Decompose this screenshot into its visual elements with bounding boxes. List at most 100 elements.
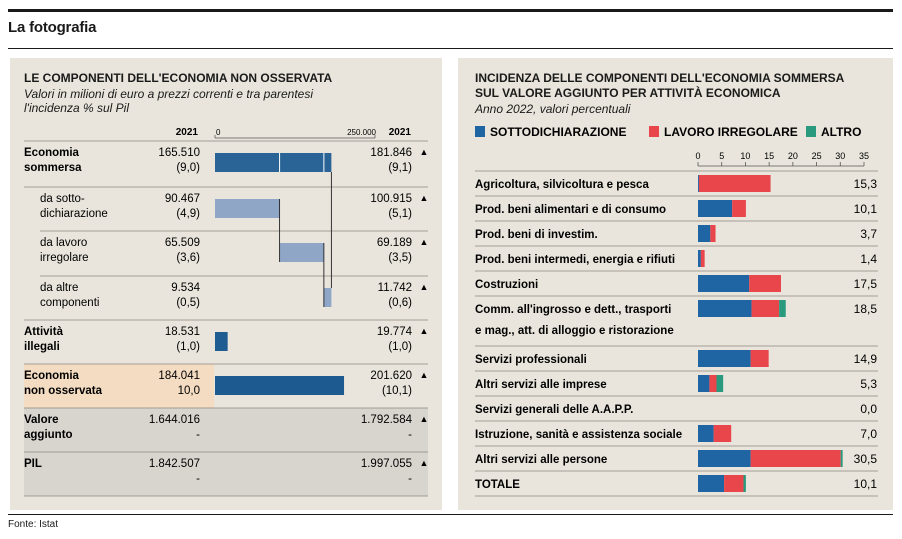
bar-altro-totale	[743, 475, 746, 492]
row-label-da-altre-componenti: componenti	[40, 297, 99, 309]
panel-incidenza-sommersa: INCIDENZA DELLE COMPONENTI DELL'ECONOMIA…	[458, 58, 893, 510]
top-rule	[8, 9, 893, 12]
left-panel-subtitle-2: l'incidenza % sul Pil	[24, 101, 130, 115]
category-label-totale: TOTALE	[475, 479, 520, 491]
pct-2021-right-da-altre-componenti: (0,6)	[388, 297, 412, 309]
category-label-prod-beni-alimentari-e-di-consumo: Prod. beni alimentari e di consumo	[475, 204, 666, 216]
bar-da-sotto-dichiarazione	[215, 199, 280, 218]
row-label-valore-aggiunto: Valore	[24, 414, 59, 426]
x-tick-label-0: 0	[695, 151, 700, 161]
bar-lavoro-irregolare-servizi-professionali	[750, 350, 769, 367]
bar-lavoro-irregolare-altri-servizi-alle-imprese	[709, 375, 717, 392]
bar-sottodichiarazione-comm-all-ingrosso-e-dett-trasporti-e-mag	[698, 300, 752, 317]
value-2021-right-economia-non-osservata: 201.620	[370, 370, 412, 382]
value-2021-left-da-altre-componenti: 9.534	[171, 282, 200, 294]
bar-altro-altri-servizi-alle-persone	[840, 450, 843, 467]
value-2021-right-pil: 1.997.055	[361, 458, 412, 470]
value-2021-left-attivita-illegali: 18.531	[165, 326, 200, 338]
pct-2021-left-economia-sommersa: (9,0)	[176, 162, 200, 174]
total-label-servizi-professionali: 14,9	[854, 352, 878, 366]
x-tick-label-35: 35	[859, 151, 869, 161]
bar-lavoro-irregolare-istruzione-sanita-e-assistenza-sociale	[713, 425, 732, 442]
bar-lavoro-irregolare-comm-all-ingrosso-e-dett-trasporti-e-mag	[751, 300, 780, 317]
x-tick-label-30: 30	[835, 151, 845, 161]
pct-2021-right-da-lavoro-irregolare: (3,5)	[388, 252, 412, 264]
category-label-comm-all-ingrosso-e-dett-trasporti-e-mag-2: e mag., att. di alloggio e ristorazione	[475, 325, 674, 337]
axis-label-0: 0	[216, 128, 221, 137]
row-highlight-non-osservata	[24, 364, 214, 408]
bar-lavoro-irregolare-prod-beni-di-investim	[710, 225, 716, 242]
x-tick-label-15: 15	[764, 151, 774, 161]
category-label-prod-beni-intermedi-energia-e-rifiuti: Prod. beni intermedi, energia e rifiuti	[475, 254, 675, 266]
bar-da-lavoro-irregolare	[279, 243, 324, 262]
category-label-istruzione-sanita-e-assistenza-sociale: Istruzione, sanità e assistenza sociale	[475, 429, 682, 441]
pct-2021-left-da-sotto-dichiarazione: (4,9)	[176, 208, 200, 220]
value-2021-right-valore-aggiunto: 1.792.584	[361, 414, 413, 426]
bar-attivita-illegali	[215, 332, 228, 351]
bar-lavoro-irregolare-costruzioni	[749, 275, 781, 292]
bar-lavoro-irregolare-prod-beni-alimentari-e-di-consumo	[732, 200, 746, 217]
pct-2021-right-valore-aggiunto: -	[408, 429, 412, 441]
incidenza-stacked-bar-chart: SOTTODICHIARAZIONE LAVORO IRREGOLARE ALTRO…	[475, 125, 878, 497]
total-label-altri-servizi-alle-imprese: 5,3	[860, 377, 877, 391]
row-label-da-sotto-dichiarazione: dichiarazione	[40, 208, 108, 220]
bar-sottodichiarazione-prod-beni-intermedi-energia-e-rifiuti	[698, 250, 701, 267]
value-2021-left-economia-non-osservata: 184.041	[158, 370, 200, 382]
total-label-prod-beni-di-investim: 3,7	[860, 227, 877, 241]
total-label-agricoltura-silvicoltura-e-pesca: 15,3	[854, 177, 878, 191]
bar-economia-non-osservata	[215, 376, 345, 395]
total-label-comm-all-ingrosso-e-dett-trasporti-e-mag: 18,5	[854, 302, 878, 316]
arrow-up-icon: ▲	[420, 193, 429, 203]
row-label-economia-sommersa: Economia	[24, 147, 80, 159]
bar-da-altre-componenti	[323, 288, 332, 307]
bar-sottodichiarazione-agricoltura-silvicoltura-e-pesca	[698, 175, 699, 192]
bar-lavoro-irregolare-agricoltura-silvicoltura-e-pesca	[698, 175, 771, 192]
right-panel-title-2: SUL VALORE AGGIUNTO PER ATTIVITÀ ECONOMI…	[475, 86, 781, 100]
bottom-rule	[8, 514, 893, 515]
left-panel-subtitle-1: Valori in milioni di euro a prezzi corre…	[24, 87, 314, 101]
bar-sottodichiarazione-totale	[698, 475, 725, 492]
category-label-altri-servizi-alle-imprese: Altri servizi alle imprese	[475, 379, 607, 391]
value-2021-right-attivita-illegali: 19.774	[377, 326, 413, 338]
legend-swatch-altro	[806, 126, 816, 137]
panel-economia-non-osservata: LE COMPONENTI DELL'ECONOMIA NON OSSERVAT…	[10, 58, 442, 510]
pct-2021-left-attivita-illegali: (1,0)	[176, 341, 200, 353]
bar-sottodichiarazione-costruzioni	[698, 275, 750, 292]
bar-sottodichiarazione-istruzione-sanita-e-assistenza-sociale	[698, 425, 714, 442]
row-label-economia-non-osservata: Economia	[24, 370, 80, 382]
left-panel-title: LE COMPONENTI DELL'ECONOMIA NON OSSERVAT…	[24, 71, 333, 85]
axis-label-250000: 250.000	[347, 128, 376, 137]
bar-sottodichiarazione-altri-servizi-alle-persone	[698, 450, 751, 467]
arrow-up-icon: ▲	[420, 326, 429, 336]
title-rule	[8, 48, 893, 49]
bar-lavoro-irregolare-totale	[724, 475, 744, 492]
bar-sottodichiarazione-servizi-professionali	[698, 350, 751, 367]
value-2021-left-economia-sommersa: 165.510	[158, 147, 200, 159]
value-2021-left-pil: 1.842.507	[149, 458, 200, 470]
category-label-servizi-generali-delle-a-a-p-p: Servizi generali delle A.A.P.P.	[475, 404, 633, 416]
value-2021-right-da-altre-componenti: 11.742	[378, 282, 412, 294]
legend-label-lavoro-irregolare: LAVORO IRREGOLARE	[664, 125, 798, 139]
right-panel-title-1: INCIDENZA DELLE COMPONENTI DELL'ECONOMIA…	[475, 71, 845, 85]
pct-2021-right-da-sotto-dichiarazione: (5,1)	[388, 208, 412, 220]
x-tick-label-25: 25	[812, 151, 822, 161]
total-label-servizi-generali-delle-a-a-p-p: 0,0	[860, 402, 877, 416]
pct-2021-left-da-lavoro-irregolare: (3,6)	[176, 252, 200, 264]
x-tick-label-10: 10	[740, 151, 750, 161]
row-label-economia-sommersa: sommersa	[24, 162, 82, 174]
bar-sottodichiarazione-altri-servizi-alle-imprese	[698, 375, 710, 392]
category-label-servizi-professionali: Servizi professionali	[475, 354, 587, 366]
row-label-da-lavoro-irregolare: da lavoro	[40, 237, 87, 249]
pct-2021-left-economia-non-osservata: 10,0	[178, 385, 200, 397]
legend-swatch-sottodichiarazione	[475, 126, 485, 137]
legend-swatch-lavoro-irregolare	[649, 126, 659, 137]
right-panel-subtitle: Anno 2022, valori percentuali	[475, 102, 631, 116]
col-header-2021-left: 2021	[176, 127, 199, 138]
category-label-altri-servizi-alle-persone: Altri servizi alle persone	[475, 454, 607, 466]
category-label-costruzioni: Costruzioni	[475, 279, 538, 291]
total-label-totale: 10,1	[854, 477, 878, 491]
category-label-prod-beni-di-investim: Prod. beni di investim.	[475, 229, 598, 241]
row-label-da-sotto-dichiarazione: da sotto-	[40, 193, 85, 205]
bar-lavoro-irregolare-altri-servizi-alle-persone	[750, 450, 841, 467]
x-tick-label-20: 20	[788, 151, 798, 161]
